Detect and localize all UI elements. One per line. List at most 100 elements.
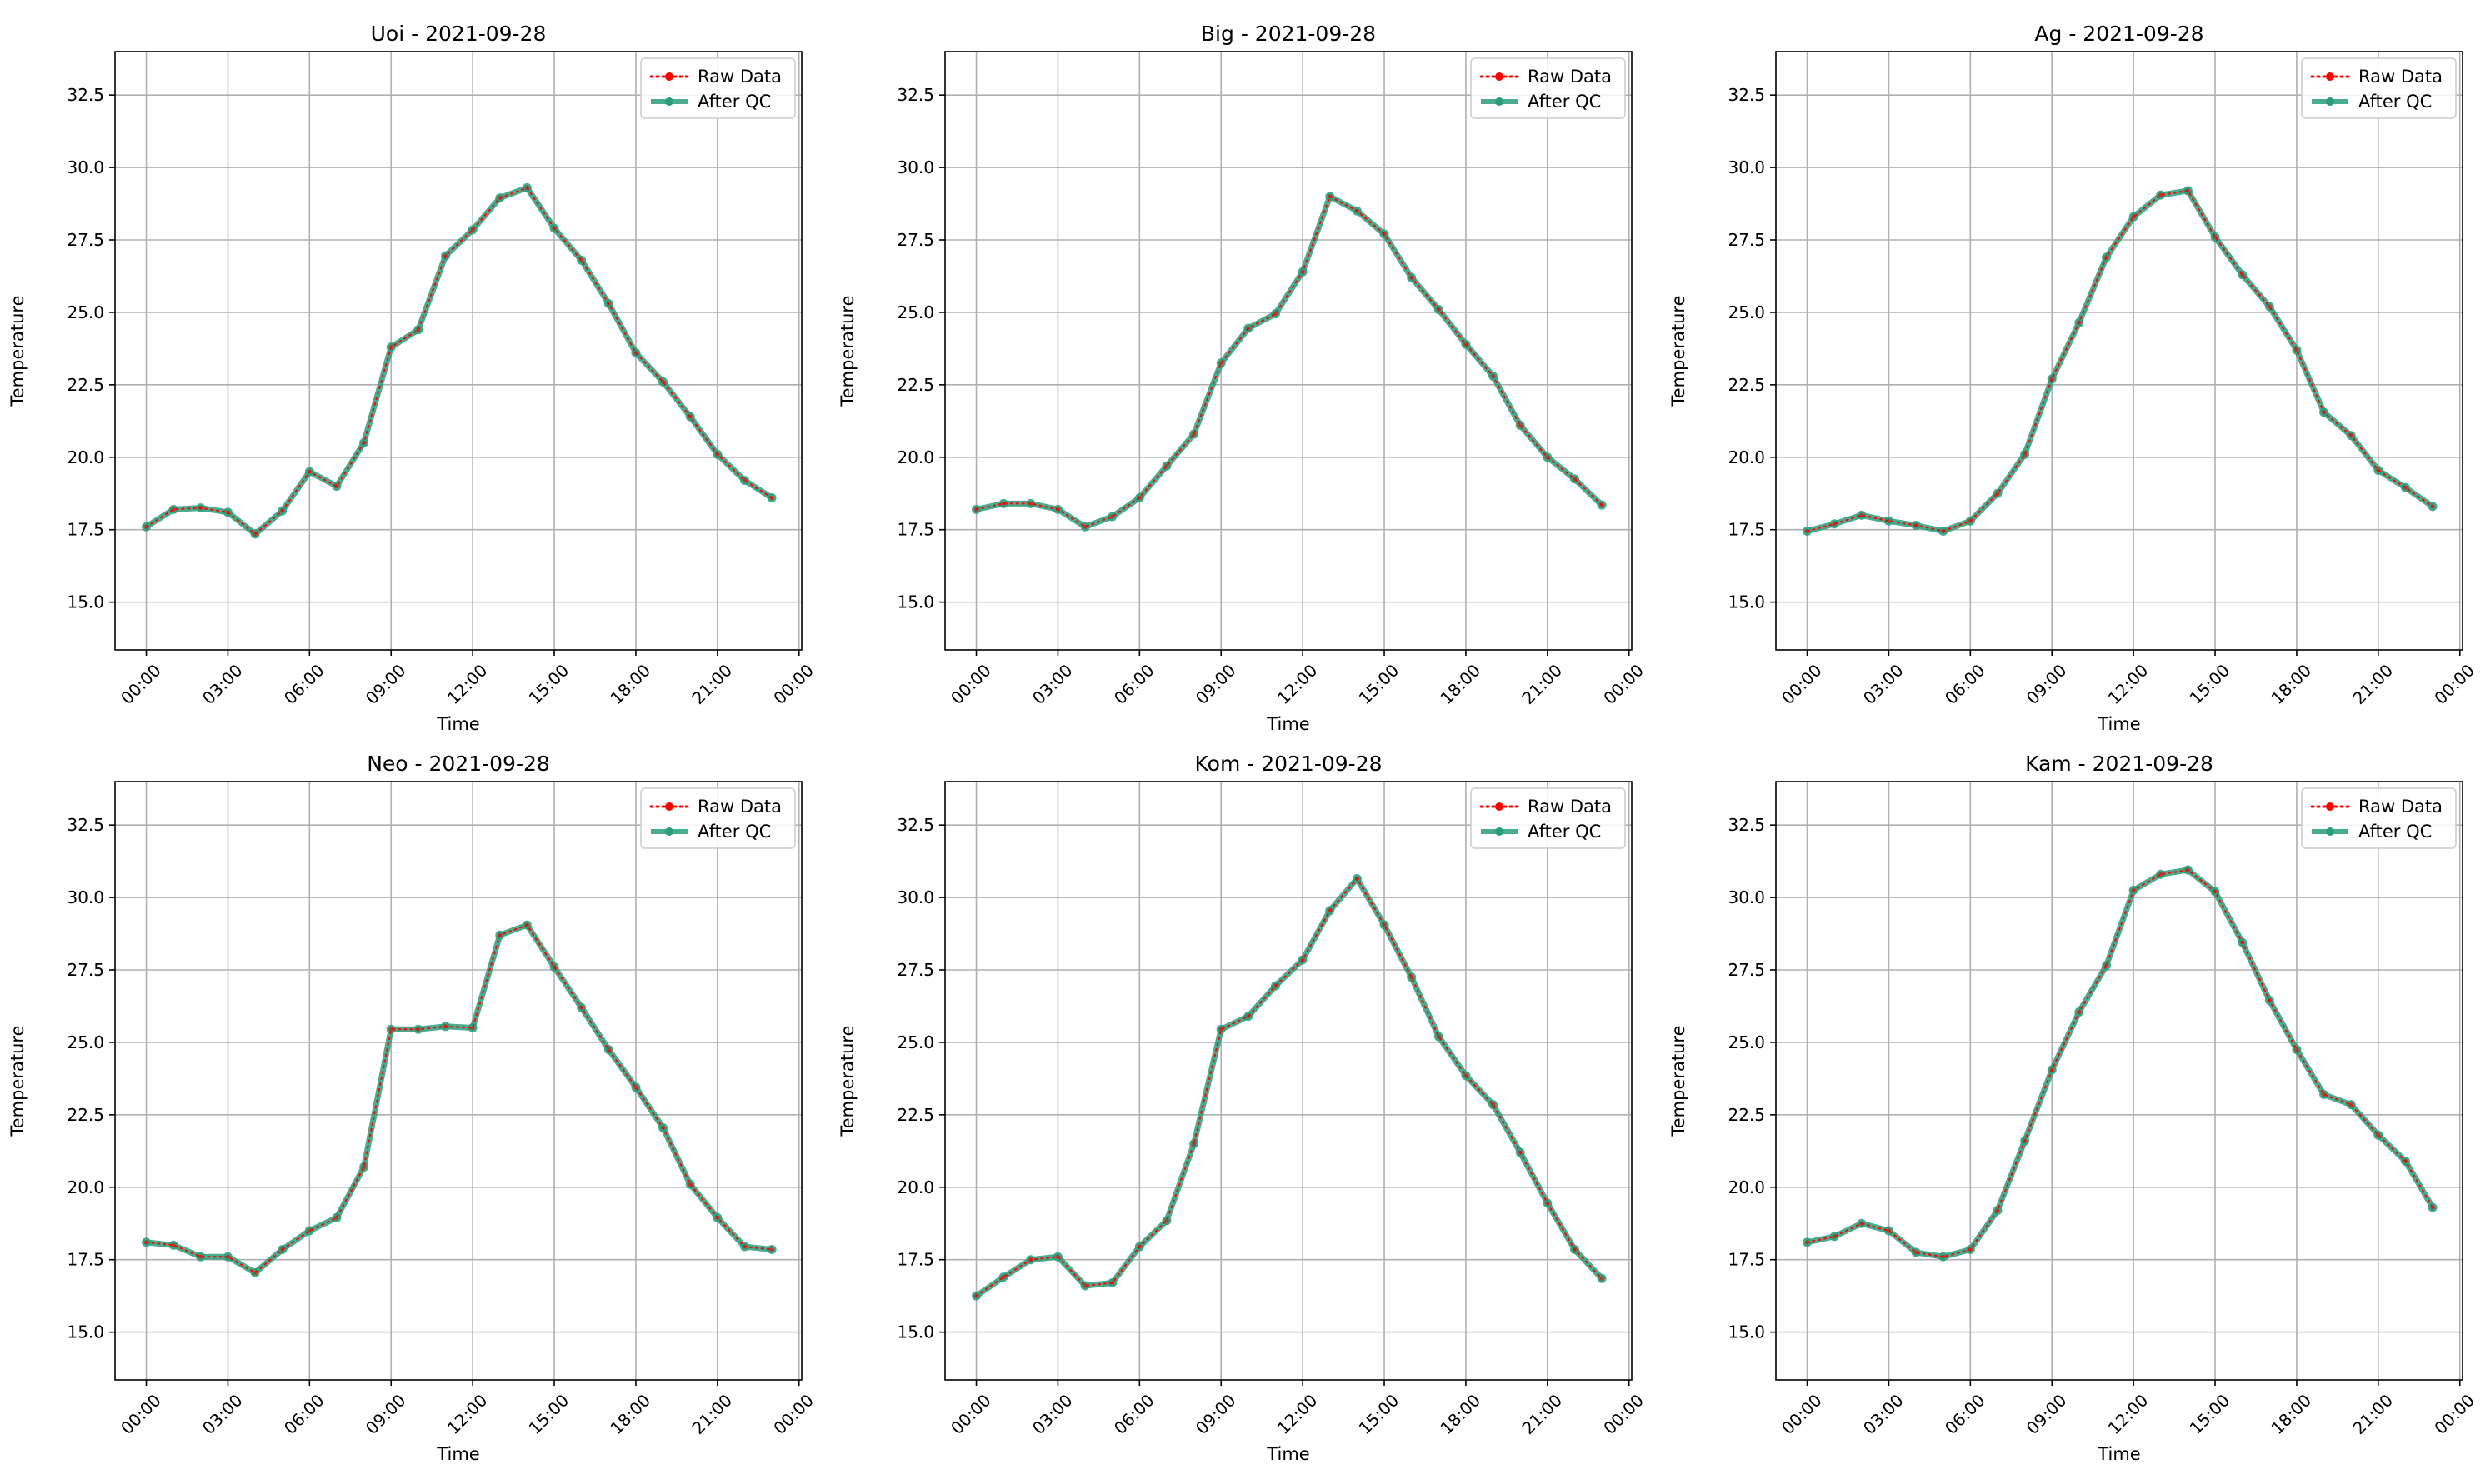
axes-frame (944, 781, 1633, 1381)
data-point-raw-data (688, 414, 693, 419)
x-tick-label: 03:00 (198, 660, 247, 708)
legend-marker-after-qc (665, 827, 673, 836)
x-tick-label: 21:00 (688, 660, 736, 708)
data-point-raw-data (362, 1164, 367, 1169)
axes-frame (114, 781, 803, 1381)
data-point-raw-data (1328, 908, 1333, 913)
x-tick-label: 15:00 (1355, 1390, 1403, 1438)
y-tick-label: 17.5 (897, 520, 934, 540)
x-tick-label: 15:00 (525, 1390, 573, 1438)
subplot-0: 15.0 17.5 20.0 22.5 25.0 27.5 30.0 32.5 00:00 03:… (8, 22, 818, 734)
x-tick-label: 03:00 (198, 1390, 247, 1438)
axes-frame (1775, 781, 2463, 1381)
data-point-raw-data (715, 1215, 720, 1220)
legend: Raw Data After QC (2301, 57, 2457, 119)
x-axis-label: Time (2097, 1444, 2140, 1464)
data-point-raw-data (2430, 504, 2435, 509)
x-tick-label: 09:00 (1192, 660, 1240, 708)
data-point-raw-data (1913, 522, 1918, 527)
data-point-raw-data (498, 932, 503, 937)
x-tick-label: 15:00 (2186, 660, 2234, 708)
data-point-raw-data (1832, 1234, 1837, 1239)
y-tick-label: 25.0 (67, 1032, 104, 1052)
legend-marker-after-qc (2326, 827, 2334, 836)
legend-label-raw-data: Raw Data (2358, 797, 2443, 817)
axes-frame (944, 51, 1633, 651)
data-point-raw-data (470, 1026, 475, 1031)
y-tick-label: 22.5 (67, 375, 104, 395)
x-tick-label: 00:00 (2430, 1390, 2478, 1438)
x-tick-label: 00:00 (769, 1390, 818, 1438)
data-point-raw-data (1463, 342, 1468, 347)
y-tick-label: 15.0 (67, 1322, 104, 1342)
data-point-raw-data (633, 351, 638, 356)
data-point-raw-data (1382, 232, 1387, 237)
legend: Raw Data After QC (1470, 787, 1626, 849)
y-axis-label: Temperature (838, 1025, 858, 1137)
data-point-raw-data (2294, 1047, 2299, 1052)
x-tick-label: 00:00 (1778, 660, 1826, 708)
x-tick-label: 18:00 (1436, 1390, 1484, 1438)
data-point-raw-data (280, 508, 285, 513)
x-tick-label: 09:00 (1192, 1390, 1240, 1438)
y-tick-label: 25.0 (1728, 1032, 1765, 1052)
data-point-raw-data (579, 1005, 584, 1010)
series-line-raw-data (145, 923, 773, 1274)
y-tick-label: 15.0 (1728, 592, 1765, 612)
x-tick-label: 12:00 (443, 1390, 492, 1438)
legend-marker-after-qc (2326, 97, 2334, 106)
x-tick-label: 00:00 (947, 660, 995, 708)
data-point-raw-data (1572, 1247, 1577, 1252)
y-axis-label: Temperature (1668, 1025, 1688, 1137)
x-tick-label: 21:00 (2348, 660, 2397, 708)
data-point-raw-data (2348, 433, 2353, 438)
x-axis-label: Time (1266, 714, 1309, 734)
y-tick-label: 32.5 (1728, 85, 1765, 105)
data-point-raw-data (1545, 455, 1550, 460)
subplot-title: Kam - 2021-09-28 (2025, 752, 2213, 776)
data-point-raw-data (171, 1242, 176, 1247)
data-point-raw-data (1995, 491, 2000, 496)
data-point-raw-data (2403, 485, 2408, 490)
data-point-raw-data (2077, 320, 2082, 325)
data-point-raw-data (1110, 1281, 1115, 1286)
x-tick-label: 12:00 (2104, 660, 2153, 708)
legend-label-after-qc: After QC (698, 822, 771, 842)
data-point-raw-data (198, 506, 203, 511)
legend: Raw Data After QC (640, 787, 796, 849)
y-tick-label: 32.5 (67, 815, 104, 835)
subplot-title: Ag - 2021-09-28 (2034, 22, 2203, 46)
data-point-raw-data (2131, 214, 2136, 219)
data-point-raw-data (688, 1182, 693, 1187)
data-point-raw-data (974, 1293, 979, 1298)
y-tick-label: 22.5 (1728, 375, 1765, 395)
data-point-raw-data (1572, 477, 1577, 482)
data-point-raw-data (661, 379, 666, 384)
y-tick-label: 27.5 (897, 230, 934, 250)
data-point-raw-data (2077, 1009, 2082, 1014)
x-tick-label: 06:00 (280, 1390, 328, 1438)
series-line-raw-data (975, 195, 1603, 528)
y-tick-label: 20.0 (67, 447, 104, 467)
series-line-after-qc (1804, 187, 2436, 534)
data-point-raw-data (1941, 1254, 1946, 1259)
data-point-raw-data (1832, 522, 1837, 527)
y-tick-label: 27.5 (1728, 230, 1765, 250)
data-point-raw-data (606, 1047, 611, 1052)
data-point-raw-data (1273, 983, 1278, 988)
x-tick-label: 15:00 (2186, 1390, 2234, 1438)
data-point-raw-data (253, 1270, 258, 1275)
data-point-raw-data (498, 196, 503, 201)
legend-marker-raw-data (2326, 802, 2334, 811)
data-point-raw-data (1409, 275, 1414, 280)
y-axis-label: Temperature (838, 295, 858, 407)
data-point-raw-data (1300, 957, 1305, 962)
x-tick-label: 00:00 (117, 660, 165, 708)
legend-label-after-qc: After QC (1528, 92, 1601, 112)
y-tick-label: 32.5 (67, 85, 104, 105)
data-point-raw-data (1968, 1247, 1973, 1252)
y-tick-label: 30.0 (1728, 887, 1765, 907)
data-point-raw-data (552, 965, 557, 970)
y-tick-label: 27.5 (67, 230, 104, 250)
